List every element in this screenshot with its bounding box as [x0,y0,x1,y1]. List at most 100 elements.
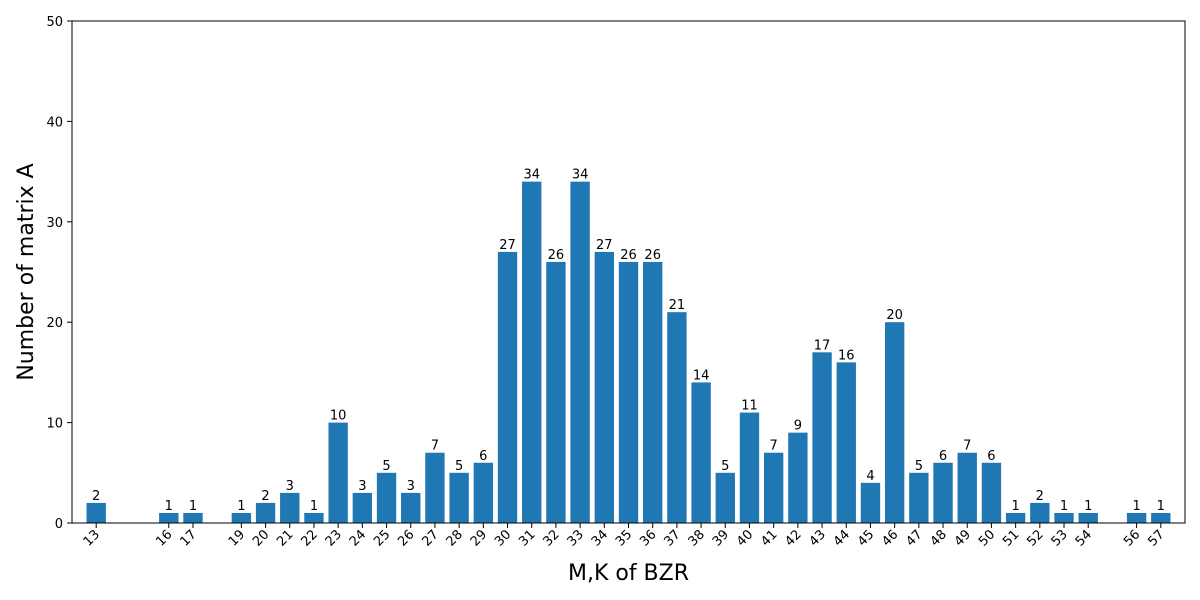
bar-52 [1030,502,1050,523]
bar-value-label-33: 34 [572,168,589,183]
bar-value-label-48: 6 [939,449,947,464]
bar-value-label-52: 2 [1036,489,1044,504]
x-axis-title: M,K of BZR [568,561,689,586]
y-axis-title: Number of matrix A [14,163,39,380]
y-tick-label-50: 50 [46,15,63,30]
x-tick-label-46: 46 [879,527,901,549]
bar-21 [280,492,300,523]
bar-56 [1126,512,1147,523]
bar-30 [497,251,518,524]
bar-45 [860,482,881,523]
bar-46 [884,322,905,523]
bar-value-label-30: 27 [499,238,516,253]
bar-22 [304,512,324,523]
bar-value-label-29: 6 [479,449,487,464]
x-tick-label-28: 28 [444,527,466,549]
bar-value-label-16: 1 [165,499,173,514]
bar-47 [909,472,929,523]
x-tick-label-22: 22 [298,527,320,549]
bar-value-label-28: 5 [455,459,463,474]
bar-value-label-53: 1 [1060,499,1068,514]
x-tick-label-42: 42 [782,527,804,549]
bar-37 [667,312,687,523]
bar-31 [522,181,542,523]
bar-value-label-42: 9 [794,419,802,434]
bar-value-label-47: 5 [915,459,923,474]
x-tick-label-50: 50 [976,527,998,549]
x-tick-label-38: 38 [686,527,708,549]
bar-13 [86,502,106,523]
bar-25 [376,472,397,523]
bar-value-label-57: 1 [1157,499,1165,514]
bar-57 [1151,512,1171,523]
y-tick-label-0: 0 [55,517,63,532]
bar-value-label-35: 26 [620,248,637,263]
bar-36 [643,261,663,523]
x-tick-label-16: 16 [153,527,175,549]
bar-40 [739,412,760,523]
bar-39 [715,472,735,523]
bar-34 [594,251,614,524]
x-tick-label-33: 33 [565,527,587,549]
x-tick-label-40: 40 [734,527,756,549]
bar-value-label-46: 20 [886,308,903,323]
x-tick-label-37: 37 [661,527,683,549]
x-tick-label-56: 56 [1121,527,1143,549]
bar-29 [473,462,494,523]
bar-value-label-13: 2 [92,489,100,504]
y-tick-label-40: 40 [46,115,63,130]
bar-53 [1054,512,1074,523]
bar-23 [328,422,348,523]
bar-value-label-24: 3 [358,479,366,494]
bar-value-label-19: 1 [237,499,245,514]
bar-value-label-26: 3 [407,479,415,494]
x-tick-label-45: 45 [855,527,877,549]
y-tick-label-20: 20 [46,316,63,331]
x-tick-label-53: 53 [1049,527,1071,549]
bar-26 [401,492,421,523]
x-tick-label-26: 26 [395,527,417,549]
bar-value-label-27: 7 [431,439,439,454]
bar-19 [231,512,252,523]
y-tick-label-30: 30 [46,216,63,231]
bar-43 [812,352,832,523]
y-axis-ticks: 0 10 20 30 40 50 [46,15,72,532]
x-tick-label-21: 21 [274,527,296,549]
x-tick-label-52: 52 [1024,527,1046,549]
bar-54 [1078,512,1098,523]
x-tick-label-31: 31 [516,527,538,549]
bar-38 [691,382,711,523]
bar-value-label-17: 1 [189,499,197,514]
bar-value-label-23: 10 [330,409,347,424]
bar-48 [933,462,953,523]
x-tick-label-19: 19 [226,527,248,549]
bar-value-label-36: 26 [644,248,661,263]
plot-frame [71,20,1186,524]
bar-value-label-41: 7 [770,439,778,454]
bar-17 [183,512,203,523]
x-tick-label-39: 39 [710,527,732,549]
x-tick-label-34: 34 [589,527,611,549]
bar-value-label-32: 26 [548,248,565,263]
x-tick-label-51: 51 [1000,527,1022,549]
bar-value-label-51: 1 [1011,499,1019,514]
bar-value-label-34: 27 [596,238,613,253]
x-tick-label-36: 36 [637,527,659,549]
x-tick-label-23: 23 [323,527,345,549]
bar-27 [425,452,445,523]
x-tick-label-29: 29 [468,527,490,549]
bar-value-label-20: 2 [261,489,269,504]
bar-41 [763,452,784,523]
x-tick-label-47: 47 [903,527,925,549]
x-tick-label-49: 49 [952,527,974,549]
bar-42 [788,432,808,523]
bar-value-label-45: 4 [866,469,874,484]
x-tick-label-20: 20 [250,527,272,549]
bar-32 [546,261,566,523]
bar-value-label-21: 3 [286,479,294,494]
bar-value-label-43: 17 [814,338,831,353]
x-tick-label-24: 24 [347,527,369,549]
bar-value-label-56: 1 [1132,499,1140,514]
